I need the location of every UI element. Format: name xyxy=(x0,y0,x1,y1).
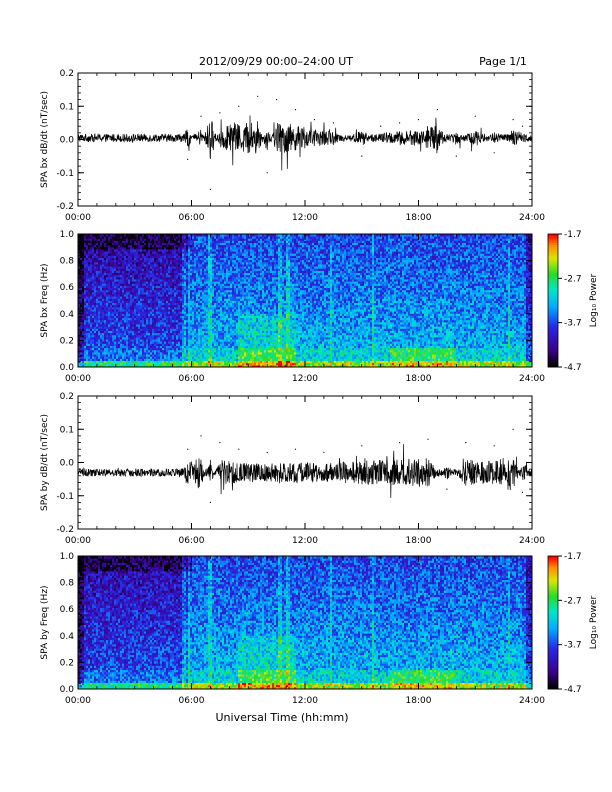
data-point xyxy=(418,119,419,120)
x-axis-label: Universal Time (hh:mm) xyxy=(216,711,349,724)
y-tick-label: 0.1 xyxy=(60,102,74,112)
data-point xyxy=(238,106,239,107)
data-point xyxy=(257,96,258,97)
data-point xyxy=(219,112,220,113)
data-point xyxy=(522,126,523,127)
y-tick-label: 0.0 xyxy=(60,136,75,146)
y-tick-label: -0.1 xyxy=(56,169,74,179)
series-line xyxy=(78,116,532,171)
x-tick-label: 18:00 xyxy=(406,213,432,223)
data-point xyxy=(361,156,362,157)
data-point xyxy=(181,139,182,140)
x-tick-label: 06:00 xyxy=(179,213,205,223)
data-point xyxy=(210,189,211,190)
y-tick-label: 0.2 xyxy=(60,69,74,79)
page-number: Page 1/1 xyxy=(479,55,527,68)
data-point xyxy=(456,156,457,157)
y-tick-label: -0.2 xyxy=(56,202,74,212)
y-axis-label: SPA bx dB/dt (nT/sec) xyxy=(40,91,50,188)
x-tick-label: 12:00 xyxy=(292,213,318,223)
data-point xyxy=(399,122,400,123)
data-point xyxy=(494,152,495,153)
data-point xyxy=(437,109,438,110)
data-point xyxy=(153,137,154,138)
data-point xyxy=(187,159,188,160)
data-point xyxy=(200,116,201,117)
data-point xyxy=(475,116,476,117)
data-point xyxy=(276,99,277,100)
data-point xyxy=(380,126,381,127)
x-tick-label: 24:00 xyxy=(519,213,545,223)
spectrogram xyxy=(78,234,532,367)
x-tick-label: 00:00 xyxy=(65,213,91,223)
data-point xyxy=(314,119,315,120)
data-point xyxy=(513,119,514,120)
figure: 2012/09/29 00:00–24:00 UT Page 1/1 Unive… xyxy=(0,0,612,792)
panel-0-axes: 00:00 06:00 12:00 18:00 24:00 0.2 0.1 0.0 -0.1 -0… xyxy=(40,69,545,223)
data-point xyxy=(295,109,296,110)
data-point xyxy=(115,139,116,140)
page-title: 2012/09/29 00:00–24:00 UT xyxy=(199,55,353,68)
data-point xyxy=(333,122,334,123)
data-point xyxy=(267,172,268,173)
